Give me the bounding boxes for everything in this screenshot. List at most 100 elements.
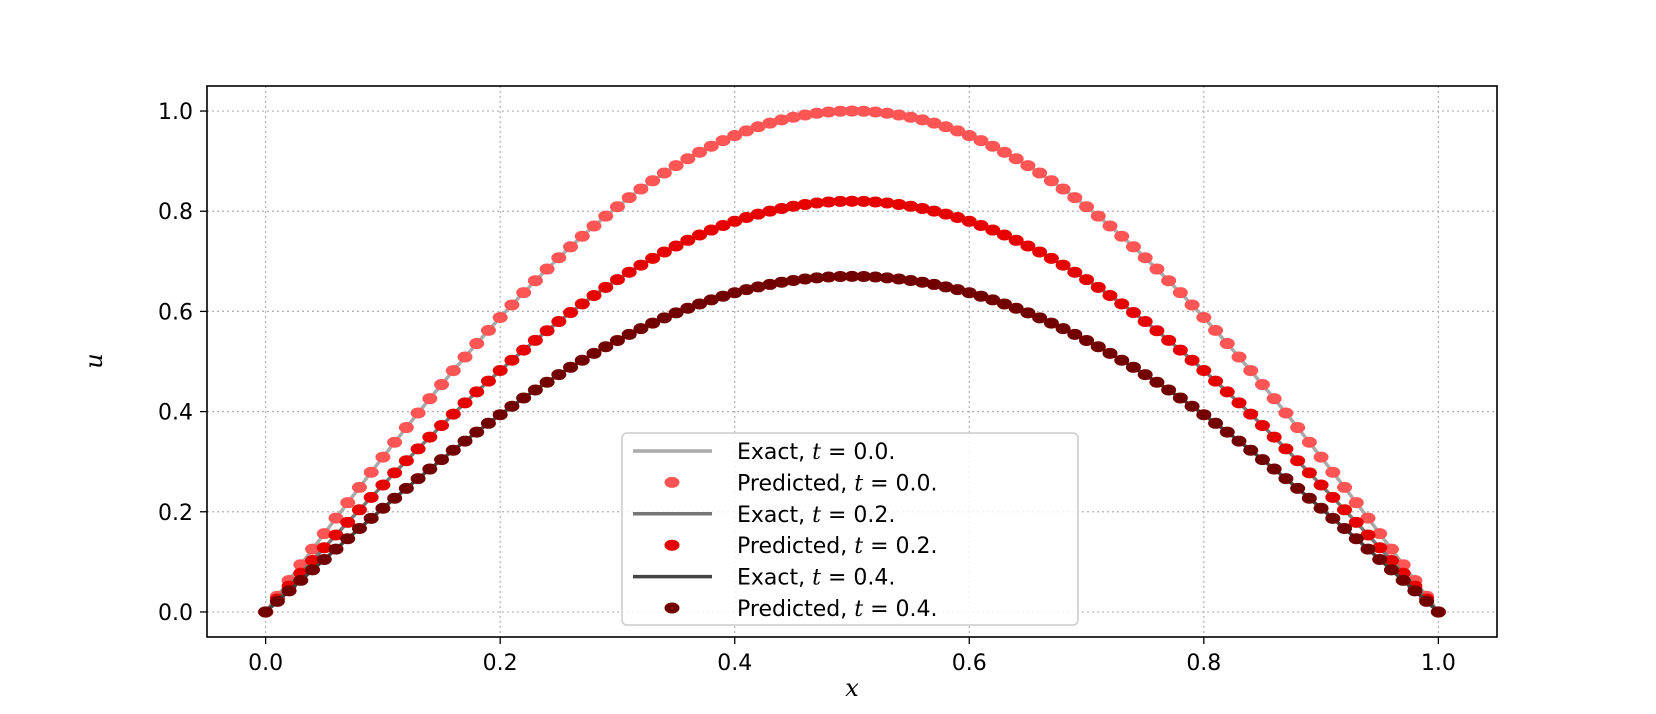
predicted-point xyxy=(668,240,684,252)
predicted-point xyxy=(551,252,567,264)
predicted-point xyxy=(281,585,297,597)
predicted-point xyxy=(1348,516,1364,528)
predicted-point xyxy=(305,543,321,555)
predicted-point xyxy=(1043,317,1059,329)
predicted-point xyxy=(668,160,684,172)
predicted-point xyxy=(1032,167,1048,179)
predicted-point xyxy=(750,281,766,293)
predicted-point xyxy=(1184,354,1200,366)
predicted-point xyxy=(973,290,989,302)
predicted-point xyxy=(832,105,848,117)
predicted-point xyxy=(574,298,590,310)
predicted-point xyxy=(1008,153,1024,165)
predicted-point xyxy=(539,325,555,337)
predicted-point xyxy=(480,375,496,387)
predicted-point xyxy=(1055,323,1071,335)
predicted-point xyxy=(692,229,708,241)
predicted-point xyxy=(656,167,672,179)
predicted-point xyxy=(938,208,954,220)
predicted-point xyxy=(914,202,930,214)
predicted-point xyxy=(340,516,356,528)
predicted-point xyxy=(1125,307,1141,319)
predicted-point xyxy=(328,529,344,541)
predicted-point xyxy=(961,130,977,142)
predicted-point xyxy=(715,219,731,231)
predicted-point xyxy=(961,215,977,227)
legend-item: Predicted, t = 0.4. xyxy=(664,597,938,622)
predicted-point xyxy=(457,397,473,409)
predicted-point xyxy=(1102,289,1118,301)
predicted-point xyxy=(1290,482,1306,494)
predicted-point xyxy=(305,554,321,566)
predicted-point xyxy=(656,312,672,324)
predicted-point xyxy=(621,328,637,340)
predicted-point xyxy=(1313,479,1329,491)
predicted-point xyxy=(1161,334,1177,346)
predicted-point xyxy=(586,347,602,359)
predicted-point xyxy=(1231,351,1247,363)
predicted-point xyxy=(316,553,332,565)
y-tick-label: 0.6 xyxy=(158,300,193,325)
predicted-point xyxy=(821,196,837,208)
predicted-point xyxy=(609,201,625,213)
predicted-point xyxy=(563,241,579,253)
predicted-point xyxy=(1114,354,1130,366)
predicted-point xyxy=(469,338,485,350)
predicted-point xyxy=(996,229,1012,241)
predicted-point xyxy=(504,400,520,412)
predicted-point xyxy=(727,215,743,227)
predicted-point xyxy=(480,417,496,429)
predicted-point xyxy=(1090,210,1106,222)
y-tick-label: 0.8 xyxy=(158,200,193,225)
predicted-point xyxy=(1125,361,1141,373)
predicted-point xyxy=(1254,419,1270,431)
predicted-point xyxy=(1372,553,1388,565)
predicted-point xyxy=(1020,240,1036,252)
predicted-point xyxy=(1360,543,1376,555)
predicted-point xyxy=(539,376,555,388)
predicted-point xyxy=(445,365,461,377)
predicted-point xyxy=(785,274,801,286)
predicted-point xyxy=(903,111,919,123)
predicted-point xyxy=(609,334,625,346)
predicted-point xyxy=(1243,444,1259,456)
predicted-point xyxy=(328,512,344,524)
predicted-point xyxy=(1278,407,1294,419)
predicted-point xyxy=(1149,376,1165,388)
predicted-point xyxy=(457,351,473,363)
predicted-point xyxy=(668,307,684,319)
predicted-point xyxy=(1290,422,1306,434)
legend-label: Predicted, t = 0.4. xyxy=(737,597,938,622)
predicted-point xyxy=(258,606,274,618)
predicted-point xyxy=(762,205,778,217)
plot-series xyxy=(258,105,1446,618)
series-1 xyxy=(258,105,1446,618)
predicted-point xyxy=(1055,183,1071,195)
predicted-point xyxy=(1231,435,1247,447)
predicted-point xyxy=(1020,307,1036,319)
x-tick-label: 0.2 xyxy=(483,651,518,676)
predicted-point xyxy=(985,224,1001,236)
predicted-point xyxy=(1266,463,1282,475)
legend: Exact, t = 0.0. Predicted, t = 0.0. Exact,… xyxy=(621,432,1079,626)
predicted-point xyxy=(1395,574,1411,586)
predicted-point xyxy=(1219,426,1235,438)
predicted-point xyxy=(1149,325,1165,337)
predicted-point xyxy=(398,455,414,467)
predicted-point xyxy=(1043,175,1059,187)
predicted-point xyxy=(410,443,426,455)
predicted-point xyxy=(1055,259,1071,271)
predicted-point xyxy=(1008,302,1024,314)
predicted-point xyxy=(1372,542,1388,554)
predicted-point xyxy=(1337,504,1353,516)
predicted-point xyxy=(1032,312,1048,324)
predicted-point xyxy=(586,220,602,232)
predicted-point xyxy=(867,196,883,208)
predicted-point xyxy=(387,436,403,448)
predicted-point xyxy=(1278,443,1294,455)
predicted-point xyxy=(1125,241,1141,253)
predicted-point xyxy=(727,130,743,142)
legend-marker-swatch xyxy=(664,539,680,551)
predicted-point xyxy=(1419,595,1435,607)
legend-item: Predicted, t = 0.2. xyxy=(664,534,938,559)
